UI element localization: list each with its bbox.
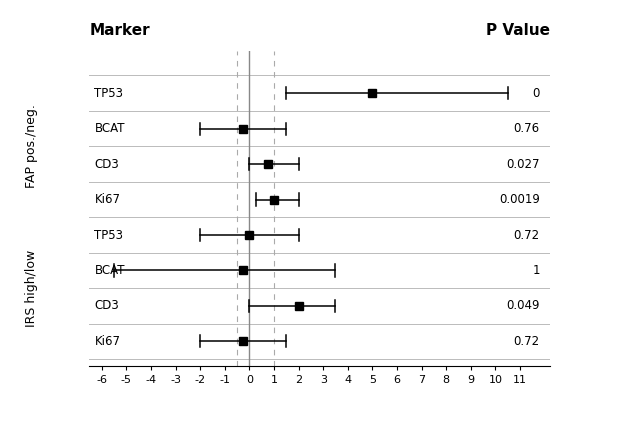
Text: 0.76: 0.76: [514, 122, 540, 135]
Text: IRS high/low: IRS high/low: [25, 250, 38, 327]
Text: FAP pos./neg.: FAP pos./neg.: [25, 104, 38, 188]
Text: 0.049: 0.049: [506, 299, 540, 312]
Text: CD3: CD3: [95, 299, 119, 312]
Text: TP53: TP53: [95, 229, 123, 242]
Text: Ki67: Ki67: [95, 335, 120, 348]
Text: P Value: P Value: [486, 23, 550, 38]
Text: BCAT: BCAT: [95, 122, 125, 135]
Text: Marker: Marker: [89, 23, 150, 38]
Text: CD3: CD3: [95, 157, 119, 171]
Text: 0.72: 0.72: [514, 335, 540, 348]
Text: 0.72: 0.72: [514, 229, 540, 242]
Text: TP53: TP53: [95, 87, 123, 100]
Text: 0.027: 0.027: [506, 157, 540, 171]
Text: Ki67: Ki67: [95, 193, 120, 206]
Text: 0.0019: 0.0019: [499, 193, 540, 206]
Text: 0: 0: [532, 87, 540, 100]
Text: 1: 1: [532, 264, 540, 277]
Text: BCAT: BCAT: [95, 264, 125, 277]
